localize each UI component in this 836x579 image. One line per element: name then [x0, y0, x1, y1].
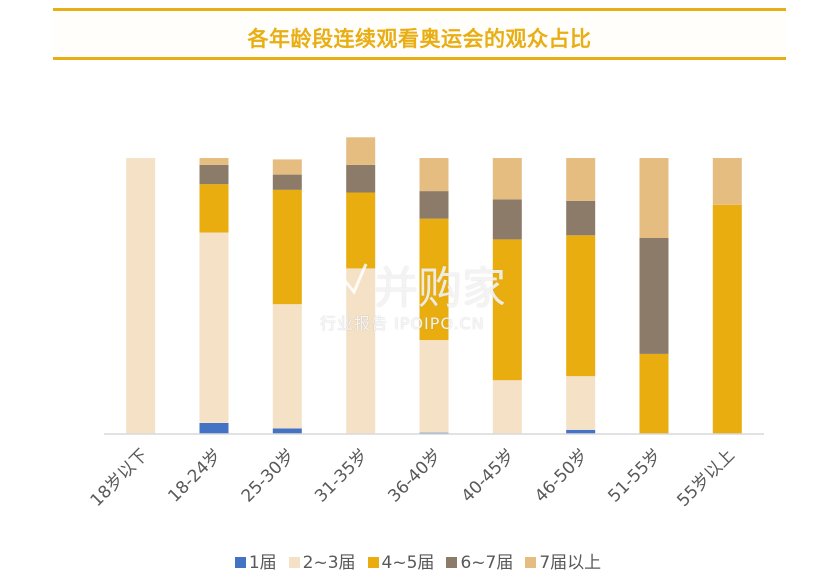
bar-segment-1-1	[199, 232, 229, 423]
bar-segment-1-0	[199, 423, 229, 434]
legend-item: 2~3届	[288, 548, 356, 573]
stacked-bar-chart: 18岁以下 18-24岁 25-30岁 31-35岁 36-40岁 40-45岁 46-50…	[87, 137, 764, 511]
bar-segment-6-2	[566, 235, 596, 377]
bar-segment-1-2	[199, 184, 229, 233]
bar-segment-8-4	[712, 158, 742, 205]
bar-segment-0-1	[126, 158, 156, 434]
bar-segment-1-4	[199, 158, 229, 165]
legend-label: 2~3届	[302, 553, 356, 573]
bar-segment-4-4	[419, 158, 449, 192]
bar-segment-5-3	[492, 199, 522, 240]
bar-segment-8-2	[712, 204, 742, 434]
legend-label: 6~7届	[460, 553, 514, 573]
legend-swatch	[525, 557, 537, 568]
bar-segment-3-4	[346, 137, 376, 165]
x-tick-label: 36-40岁	[384, 445, 445, 506]
bar-segment-4-1	[419, 340, 449, 433]
bar-segment-4-2	[419, 218, 449, 341]
chart-legend: 1届 2~3届 4~5届 6~7届 7届以上	[0, 548, 836, 573]
bar-segment-1-3	[199, 164, 229, 185]
legend-swatch	[288, 557, 300, 568]
x-tick-label: 25-30岁	[238, 445, 299, 506]
legend-item: 7届以上	[525, 548, 601, 573]
x-tick-label: 31-35岁	[311, 445, 372, 506]
bar-segment-7-3	[639, 238, 669, 354]
bar-segment-7-2	[639, 354, 669, 434]
chart-title: 各年龄段连续观看奥运会的观众占比	[247, 27, 592, 51]
legend-item: 4~5届	[367, 548, 435, 573]
legend-label: 1届	[248, 553, 277, 573]
bar-segment-6-3	[566, 200, 596, 236]
bar-segment-2-0	[272, 428, 302, 434]
bar-segment-3-1	[346, 268, 376, 434]
x-tick-label: 18岁以下	[87, 445, 153, 511]
bar-segment-3-2	[346, 192, 376, 269]
x-tick-label: 18-24岁	[164, 445, 225, 506]
legend-label: 4~5届	[381, 553, 435, 573]
x-tick-label: 55岁以上	[673, 445, 739, 511]
bar-segment-6-1	[566, 376, 596, 430]
title-band: 各年龄段连续观看奥运会的观众占比	[53, 8, 786, 60]
legend-swatch	[234, 557, 246, 568]
x-tick-label: 40-45岁	[458, 445, 519, 506]
bar-segment-2-2	[272, 189, 302, 305]
bar-segment-6-4	[566, 158, 596, 201]
bar-segment-5-4	[492, 158, 522, 200]
legend-item: 6~7届	[446, 548, 513, 573]
legend-swatch	[446, 557, 458, 568]
legend-label: 7届以上	[539, 553, 602, 573]
bar-segment-2-1	[272, 304, 302, 429]
bar-segment-5-2	[492, 239, 522, 381]
bar-segment-5-1	[492, 380, 522, 434]
bar-segment-2-3	[272, 174, 302, 190]
bar-segment-2-4	[272, 159, 302, 175]
bar-segment-6-0	[566, 429, 596, 434]
legend-swatch	[367, 557, 379, 568]
x-tick-label: 51-55岁	[604, 445, 665, 506]
bar-segment-4-3	[419, 191, 449, 219]
x-tick-label: 46-50岁	[531, 445, 592, 506]
legend-item: 1届	[234, 548, 277, 573]
bar-segment-3-3	[346, 164, 376, 193]
bar-segment-7-4	[639, 158, 669, 238]
